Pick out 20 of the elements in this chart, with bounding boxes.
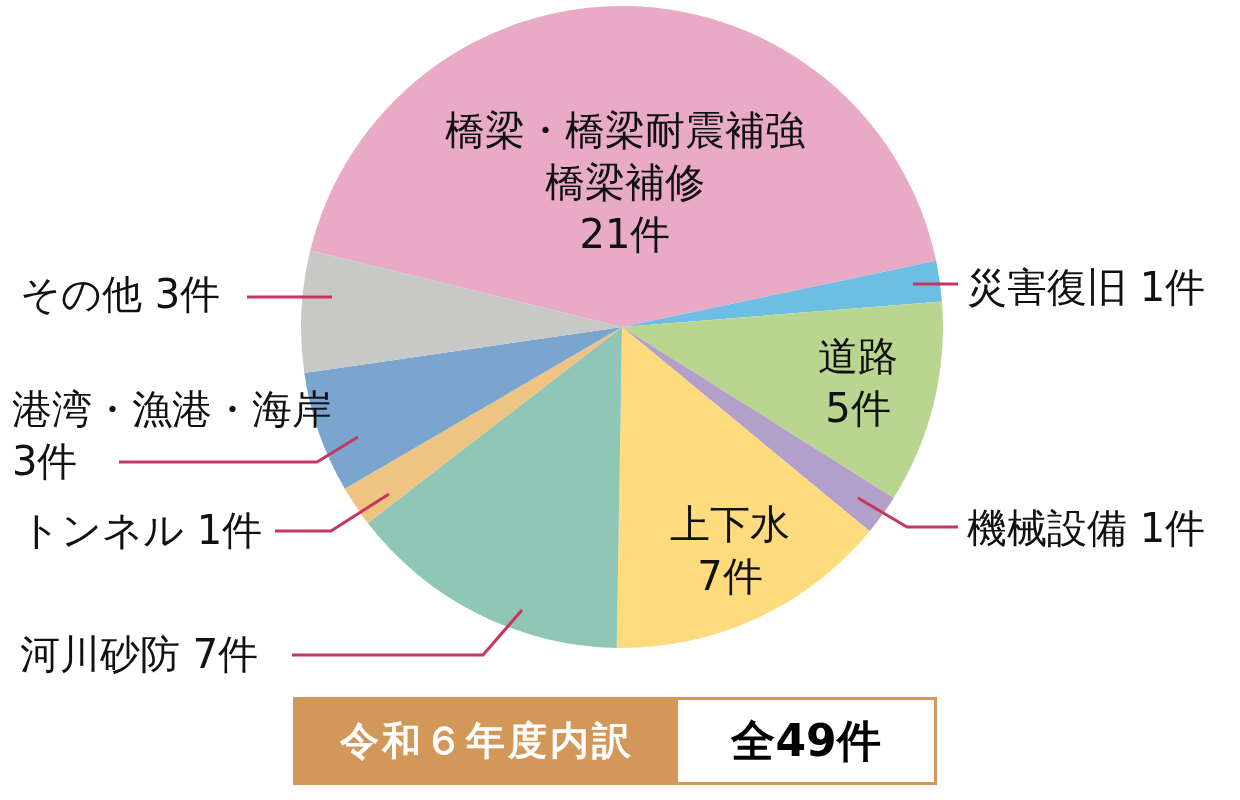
slice-label: 橋梁・橋梁耐震補強橋梁補修 xyxy=(445,107,805,205)
slice-label: その他 3件 xyxy=(20,271,221,317)
data-label: 3件 xyxy=(12,438,78,484)
text: 令和６年度内訳 xyxy=(296,700,678,782)
slice-label: 機械設備 1件 xyxy=(967,505,1206,551)
data-label: 21件 xyxy=(579,211,671,257)
pie-slice xyxy=(622,301,943,498)
pie-slice xyxy=(622,260,942,327)
slice-label: 道路 xyxy=(818,333,898,379)
slice-label: 河川砂防 7件 xyxy=(20,631,259,677)
data-label: 7件 xyxy=(697,553,763,599)
text: 全49件 xyxy=(731,713,881,768)
slice-label: トンネル 1件 xyxy=(20,507,263,553)
pie-slice xyxy=(367,327,622,648)
slice-label: 災害復旧 1件 xyxy=(967,264,1206,310)
pie-slice xyxy=(301,250,622,374)
data-label: 5件 xyxy=(825,385,891,431)
pie-slice xyxy=(310,6,937,327)
slice-label: 上下水 xyxy=(670,501,790,547)
pie-slice xyxy=(344,327,622,523)
